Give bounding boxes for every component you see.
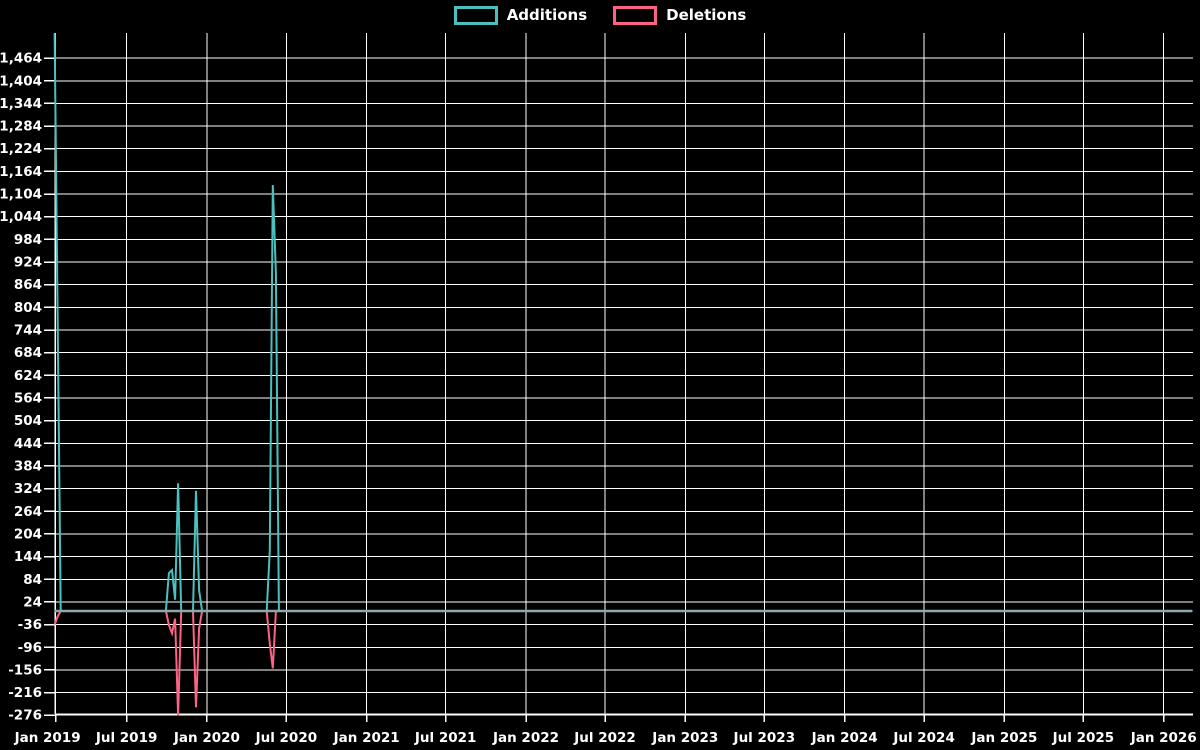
- legend-item-deletions[interactable]: Deletions: [613, 6, 746, 25]
- x-tick-label: Jul 2024: [892, 730, 955, 746]
- y-tick-label: 1,104: [0, 187, 42, 203]
- x-tick-label: Jul 2021: [414, 730, 477, 746]
- series-lines: [53, 33, 1193, 716]
- y-tick-label: 1,464: [0, 51, 42, 67]
- y-tick-label: 984: [14, 232, 42, 248]
- y-tick-label: 444: [14, 436, 42, 452]
- y-tick-label: 864: [14, 277, 42, 293]
- y-tick-label: 1,404: [0, 73, 42, 89]
- y-tick-label: 1,164: [0, 164, 42, 180]
- y-tick-label: -96: [18, 640, 42, 656]
- y-tick-label: -276: [8, 708, 42, 724]
- y-tick-label: -156: [8, 662, 42, 678]
- y-tick-label: -36: [18, 617, 42, 633]
- y-tick-label: 384: [14, 458, 42, 474]
- x-tick-label: Jan 2023: [651, 730, 718, 746]
- x-tick-label: Jan 2019: [14, 730, 81, 746]
- y-tick-label: 1,344: [0, 96, 42, 112]
- y-tick-label: 204: [14, 526, 42, 542]
- legend-item-additions[interactable]: Additions: [453, 6, 588, 25]
- y-tick-label: 24: [23, 594, 42, 610]
- chart-legend: Additions Deletions: [0, 6, 1200, 25]
- x-tick-label: Jul 2020: [255, 730, 318, 746]
- x-tick-label: Jan 2026: [1130, 730, 1197, 746]
- y-tick-label: -216: [8, 685, 42, 701]
- y-tick-label: 504: [14, 413, 42, 429]
- axis-tick-labels: 1,464 1,404 1,344 1,284 1,224 1,164 1,104 1,044…: [0, 51, 1197, 746]
- gridlines: [44, 33, 1193, 722]
- y-tick-label: 1,224: [0, 141, 42, 157]
- y-tick-label: 1,284: [0, 119, 42, 135]
- y-tick-label: 324: [14, 481, 42, 497]
- x-tick-label: Jan 2020: [173, 730, 240, 746]
- y-tick-label: 84: [23, 572, 42, 588]
- y-tick-label: 144: [14, 549, 42, 565]
- deletions-legend-label: Deletions: [666, 6, 747, 24]
- y-tick-label: 804: [14, 300, 42, 316]
- y-tick-label: 744: [14, 323, 42, 339]
- y-tick-label: 264: [14, 504, 42, 520]
- y-tick-label: 564: [14, 390, 42, 406]
- x-tick-label: Jan 2024: [811, 730, 878, 746]
- series-line-additions: [53, 33, 1193, 612]
- x-tick-label: Jan 2025: [970, 730, 1037, 746]
- x-tick-label: Jan 2022: [492, 730, 559, 746]
- y-tick-label: 684: [14, 345, 42, 361]
- x-tick-label: Jul 2023: [733, 730, 796, 746]
- additions-color-swatch: [453, 6, 498, 25]
- series-line-deletions: [53, 610, 1193, 716]
- additions-legend-label: Additions: [506, 6, 588, 24]
- x-tick-label: Jul 2025: [1052, 730, 1115, 746]
- y-tick-label: 924: [14, 255, 42, 271]
- x-tick-label: Jul 2019: [95, 730, 158, 746]
- x-tick-label: Jul 2022: [573, 730, 636, 746]
- y-tick-label: 624: [14, 368, 42, 384]
- x-tick-label: Jan 2021: [333, 730, 400, 746]
- deletions-color-swatch: [613, 6, 658, 25]
- y-tick-label: 1,044: [0, 209, 42, 225]
